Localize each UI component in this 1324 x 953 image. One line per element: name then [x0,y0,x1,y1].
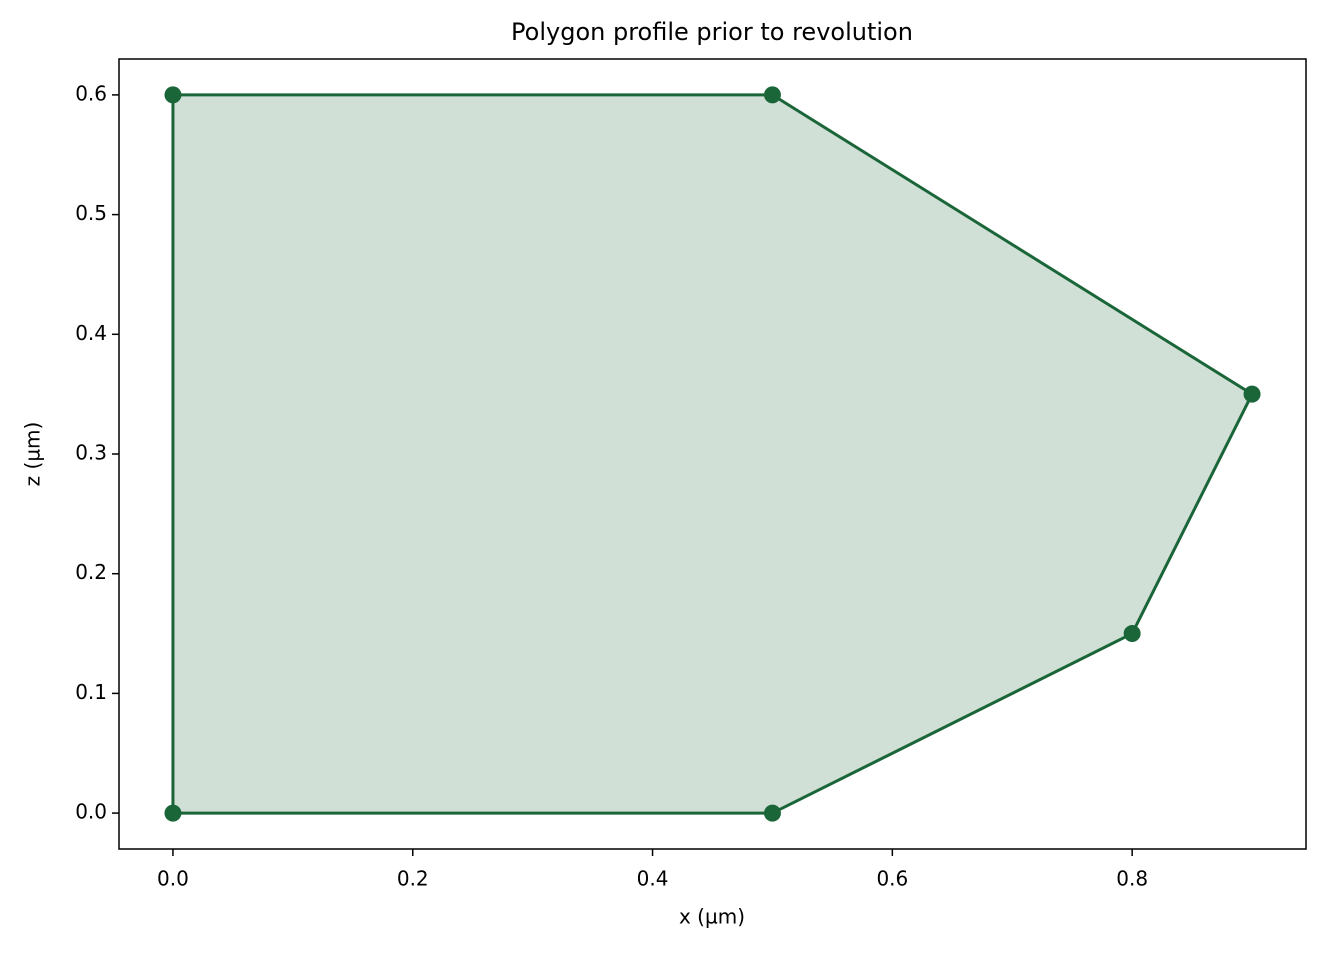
y-tick-label: 0.2 [75,560,107,584]
y-axis-label: z (µm) [21,422,45,487]
chart-title: Polygon profile prior to revolution [511,18,913,46]
x-tick-label: 0.6 [876,867,908,891]
x-tick-label: 0.8 [1116,867,1148,891]
vertex-marker [763,804,781,822]
y-tick-label: 0.6 [75,81,107,105]
vertex-marker [1243,385,1261,403]
y-tick-label: 0.3 [75,441,107,465]
y-tick-label: 0.5 [75,201,107,225]
x-tick-label: 0.0 [157,867,189,891]
x-axis-label: x (µm) [679,905,745,929]
vertex-marker [164,804,182,822]
x-tick-label: 0.4 [637,867,669,891]
y-tick-label: 0.1 [75,680,107,704]
vertex-marker [164,86,182,104]
x-tick-label: 0.2 [397,867,429,891]
y-tick-label: 0.4 [75,321,107,345]
y-tick-label: 0.0 [75,800,107,824]
vertex-marker [1123,625,1141,643]
vertex-marker [763,86,781,104]
polygon-area [171,93,1254,815]
